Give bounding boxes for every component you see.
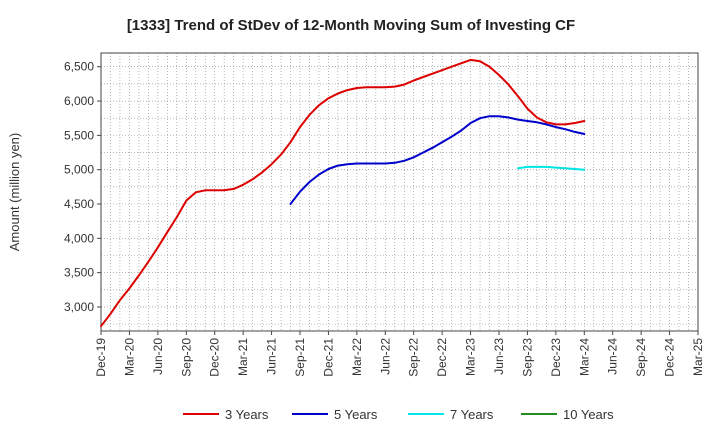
legend-label-5-years: 5 Years <box>334 407 378 422</box>
x-tick-label: Mar-22 <box>350 338 364 376</box>
legend-label-10-years: 10 Years <box>563 407 614 422</box>
x-tick-label: Sep-22 <box>407 338 421 377</box>
x-tick-label: Dec-19 <box>94 338 108 377</box>
y-tick-label: 4,000 <box>64 231 94 245</box>
legend: 3 Years 5 Years 7 Years 10 Years <box>183 407 614 422</box>
x-tick-label: Dec-21 <box>321 338 335 377</box>
x-tick-label: Jun-23 <box>492 338 506 375</box>
series-line-5-years <box>289 115 586 205</box>
grid <box>101 53 698 331</box>
x-tick-label: Mar-21 <box>236 338 250 376</box>
y-tick-label: 4,500 <box>64 197 94 211</box>
y-tick-label: 6,000 <box>64 94 94 108</box>
y-tick-label: 3,000 <box>64 300 94 314</box>
x-tick-label: Dec-22 <box>435 338 449 377</box>
series-lines <box>100 58 586 328</box>
y-tick-label: 3,500 <box>64 266 94 280</box>
x-tick-label: Mar-20 <box>122 338 136 376</box>
x-tick-label: Mar-23 <box>464 338 478 376</box>
chart-title: [1333] Trend of StDev of 12-Month Moving… <box>127 17 575 34</box>
x-tick-label: Sep-23 <box>520 338 534 377</box>
y-axis-label: Amount (million yen) <box>7 133 22 252</box>
x-tick-label: Sep-24 <box>634 338 648 377</box>
x-tick-label: Dec-20 <box>208 338 222 377</box>
y-tick-label: 6,500 <box>64 60 94 74</box>
x-tick-label: Sep-20 <box>179 338 193 377</box>
legend-label-3-years: 3 Years <box>225 407 269 422</box>
x-tick-label: Jun-20 <box>151 338 165 375</box>
x-tick-label: Dec-23 <box>549 338 563 377</box>
y-tick-label: 5,500 <box>64 128 94 142</box>
y-axis-ticks: 3,000 3,500 4,000 4,500 5,000 5,500 6,000 6,500 <box>64 60 101 314</box>
y-tick-label: 5,000 <box>64 163 94 177</box>
series-line-7-years <box>517 165 586 171</box>
x-tick-label: Jun-21 <box>265 338 279 375</box>
x-tick-label: Mar-24 <box>577 338 591 376</box>
series-line-3-years <box>100 58 586 328</box>
x-tick-label: Jun-24 <box>606 338 620 375</box>
legend-label-7-years: 7 Years <box>450 407 494 422</box>
plot-border <box>100 52 699 332</box>
x-tick-label: Sep-21 <box>293 338 307 377</box>
x-tick-label: Dec-24 <box>663 338 677 377</box>
x-tick-label: Jun-22 <box>378 338 392 375</box>
x-tick-label: Mar-25 <box>691 338 705 376</box>
x-axis-ticks: Dec-19 Mar-20 Jun-20 Sep-20 Dec-20 Mar-21 Jun-… <box>94 331 705 377</box>
plot-area <box>101 53 698 331</box>
